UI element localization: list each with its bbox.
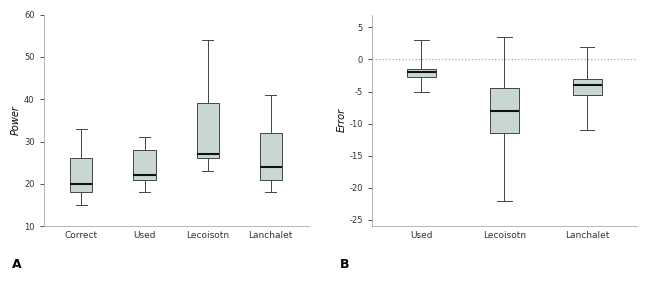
Y-axis label: Error: Error [336, 108, 347, 132]
Y-axis label: Power: Power [11, 106, 21, 135]
PathPatch shape [573, 79, 602, 95]
PathPatch shape [260, 133, 282, 180]
PathPatch shape [71, 158, 93, 192]
PathPatch shape [490, 88, 519, 133]
PathPatch shape [196, 104, 219, 158]
PathPatch shape [133, 150, 156, 180]
Text: A: A [12, 258, 21, 271]
Text: B: B [340, 258, 349, 271]
PathPatch shape [407, 69, 436, 78]
